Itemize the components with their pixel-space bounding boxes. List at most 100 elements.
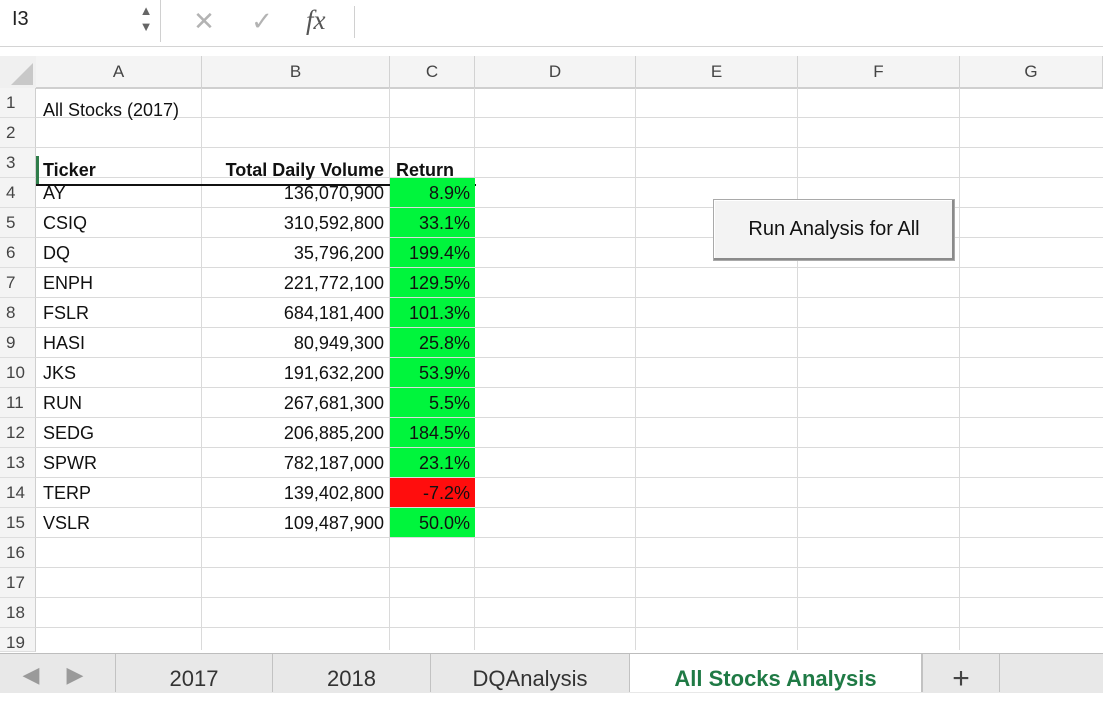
column-header-f[interactable]: F xyxy=(798,56,960,88)
cell-return-positive[interactable]: 184.5% xyxy=(390,418,475,447)
cell-return-positive[interactable]: 101.3% xyxy=(390,298,475,327)
cell-ticker[interactable]: CSIQ xyxy=(43,213,88,233)
select-all-corner[interactable] xyxy=(0,56,37,89)
row-header-19[interactable]: 19 xyxy=(0,628,36,652)
cell-volume[interactable]: 221,772,100 xyxy=(283,273,384,293)
row-header-15[interactable]: 15 xyxy=(0,508,36,538)
next-sheet-icon[interactable]: ▶ xyxy=(66,662,84,687)
cell-ticker[interactable]: RUN xyxy=(43,393,82,413)
cell-return-positive[interactable]: 53.9% xyxy=(390,358,475,387)
row-header-14[interactable]: 14 xyxy=(0,478,36,508)
row-header-6[interactable]: 6 xyxy=(0,238,36,268)
fx-icon[interactable]: fx xyxy=(306,5,326,35)
name-box-stepper[interactable]: ▲ ▼ xyxy=(136,3,156,39)
header-total-daily-volume[interactable]: Total Daily Volume xyxy=(225,160,384,180)
gridline-horizontal xyxy=(36,267,1103,268)
cell-volume[interactable]: 267,681,300 xyxy=(283,393,384,413)
cell-volume[interactable]: 136,070,900 xyxy=(283,183,384,203)
cell-ticker[interactable]: DQ xyxy=(43,243,70,263)
gridline-horizontal xyxy=(36,237,1103,238)
gridline-vertical xyxy=(635,88,636,650)
row-header-7[interactable]: 7 xyxy=(0,268,36,298)
sheet-tab-2018[interactable]: 2018 xyxy=(272,654,430,692)
row-header-18[interactable]: 18 xyxy=(0,598,36,628)
cell-return-positive[interactable]: 23.1% xyxy=(390,448,475,477)
cell-return-positive[interactable]: 199.4% xyxy=(390,238,475,267)
gridline-horizontal xyxy=(36,417,1103,418)
gridline-vertical xyxy=(959,88,960,650)
column-header-b[interactable]: B xyxy=(202,56,390,88)
cell-return-positive[interactable]: 129.5% xyxy=(390,268,475,297)
cell-volume[interactable]: 782,187,000 xyxy=(283,453,384,473)
cell-volume[interactable]: 206,885,200 xyxy=(283,423,384,443)
column-header-a[interactable]: A xyxy=(36,56,202,88)
gridline-horizontal xyxy=(36,297,1103,298)
plus-icon[interactable]: + xyxy=(922,654,1000,695)
cell-return-positive[interactable]: 5.5% xyxy=(390,388,475,417)
row-header-16[interactable]: 16 xyxy=(0,538,36,568)
cell-ticker[interactable]: VSLR xyxy=(43,513,91,533)
cell-ticker[interactable]: SPWR xyxy=(43,453,97,473)
cell-volume[interactable]: 684,181,400 xyxy=(283,303,384,323)
confirm-check-icon[interactable]: ✓ xyxy=(251,6,273,36)
column-header-e[interactable]: E xyxy=(636,56,798,88)
row-header-8[interactable]: 8 xyxy=(0,298,36,328)
cell-ticker[interactable]: JKS xyxy=(43,363,77,383)
cell-ticker[interactable]: SEDG xyxy=(43,423,95,443)
cell-ticker[interactable]: ENPH xyxy=(43,273,94,293)
gridline-horizontal xyxy=(36,537,1103,538)
gridline-horizontal xyxy=(36,507,1103,508)
row-header-2[interactable]: 2 xyxy=(0,118,36,148)
column-header-c[interactable]: C xyxy=(390,56,475,88)
sheet-tab-all-stocks-analysis[interactable]: All Stocks Analysis xyxy=(629,654,922,692)
gridline-horizontal xyxy=(36,477,1103,478)
row-header-4[interactable]: 4 xyxy=(0,178,36,208)
name-box[interactable]: I3 ▲ ▼ xyxy=(0,0,161,42)
cell-volume[interactable]: 35,796,200 xyxy=(293,243,384,263)
row-header-1[interactable]: 1 xyxy=(0,88,36,118)
cell-ticker[interactable]: AY xyxy=(43,183,66,203)
row-header-17[interactable]: 17 xyxy=(0,568,36,598)
cell-volume[interactable]: 139,402,800 xyxy=(283,483,384,503)
gridline-horizontal xyxy=(36,177,1103,178)
row-header-3[interactable]: 3 xyxy=(0,148,36,178)
cell-volume[interactable]: 191,632,200 xyxy=(283,363,384,383)
header-bottom-border xyxy=(36,184,476,186)
cell-return-positive[interactable]: 33.1% xyxy=(390,208,475,237)
gridline-vertical xyxy=(201,88,202,650)
cell-return-negative[interactable]: -7.2% xyxy=(390,478,475,507)
stepper-down-icon[interactable]: ▼ xyxy=(139,19,153,34)
header-ticker[interactable]: Ticker xyxy=(43,160,96,180)
run-analysis-button[interactable]: Run Analysis for All xyxy=(713,199,955,261)
row-header-13[interactable]: 13 xyxy=(0,448,36,478)
column-header-g[interactable]: G xyxy=(960,56,1103,88)
cell-ticker[interactable]: TERP xyxy=(43,483,92,503)
sheet-tab-2017[interactable]: 2017 xyxy=(115,654,272,692)
header-return[interactable]: Return xyxy=(396,160,454,180)
gridline-horizontal xyxy=(36,357,1103,358)
gridline-horizontal xyxy=(36,327,1103,328)
cell-volume[interactable]: 109,487,900 xyxy=(283,513,384,533)
stepper-up-icon[interactable]: ▲ xyxy=(139,3,153,18)
gridline-horizontal xyxy=(36,567,1103,568)
row-header-10[interactable]: 10 xyxy=(0,358,36,388)
row-header-5[interactable]: 5 xyxy=(0,208,36,238)
gridline-horizontal xyxy=(36,597,1103,598)
row-header-11[interactable]: 11 xyxy=(0,388,36,418)
cell-return-positive[interactable]: 50.0% xyxy=(390,508,475,537)
sheet-tab-dqanalysis[interactable]: DQAnalysis xyxy=(430,654,629,692)
row-header-12[interactable]: 12 xyxy=(0,418,36,448)
prev-sheet-icon[interactable]: ◀ xyxy=(22,662,40,687)
cell-return-positive[interactable]: 8.9% xyxy=(390,178,475,207)
row-header-9[interactable]: 9 xyxy=(0,328,36,358)
cell-a1-title[interactable]: All Stocks (2017) xyxy=(43,100,180,120)
cell-return-positive[interactable]: 25.8% xyxy=(390,328,475,357)
cell-volume[interactable]: 80,949,300 xyxy=(293,333,384,353)
cell-volume[interactable]: 310,592,800 xyxy=(283,213,384,233)
cell-ticker[interactable]: HASI xyxy=(43,333,86,353)
formula-input[interactable] xyxy=(366,4,1096,38)
gridline-horizontal xyxy=(36,447,1103,448)
cell-ticker[interactable]: FSLR xyxy=(43,303,90,323)
cancel-x-icon[interactable]: ✕ xyxy=(193,6,215,36)
column-header-d[interactable]: D xyxy=(475,56,636,88)
